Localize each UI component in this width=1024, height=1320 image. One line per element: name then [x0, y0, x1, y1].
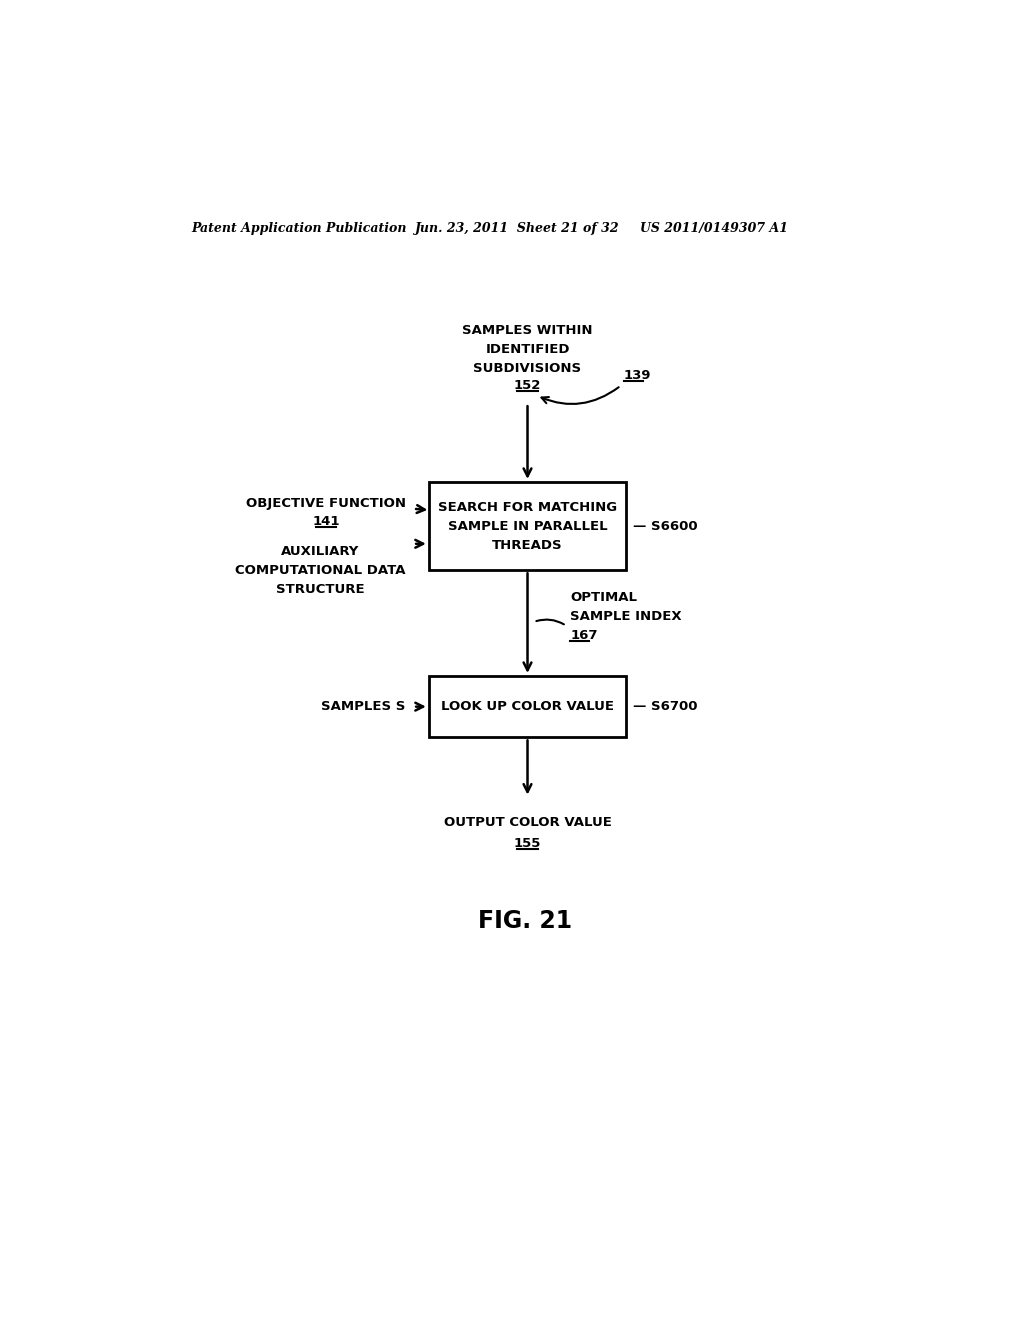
- Text: OUTPUT COLOR VALUE: OUTPUT COLOR VALUE: [443, 816, 611, 829]
- Text: US 2011/0149307 A1: US 2011/0149307 A1: [640, 222, 787, 235]
- Text: 141: 141: [312, 515, 340, 528]
- Text: SAMPLES S: SAMPLES S: [322, 700, 410, 713]
- Text: OBJECTIVE FUNCTION: OBJECTIVE FUNCTION: [247, 496, 407, 510]
- Text: AUXILIARY
COMPUTATIONAL DATA
STRUCTURE: AUXILIARY COMPUTATIONAL DATA STRUCTURE: [234, 545, 406, 595]
- Text: Jun. 23, 2011  Sheet 21 of 32: Jun. 23, 2011 Sheet 21 of 32: [415, 222, 620, 235]
- Text: FIG. 21: FIG. 21: [478, 908, 571, 933]
- Bar: [429, 482, 627, 570]
- Text: 167: 167: [570, 630, 598, 643]
- Text: SEARCH FOR MATCHING
SAMPLE IN PARALLEL
THREADS: SEARCH FOR MATCHING SAMPLE IN PARALLEL T…: [438, 500, 617, 552]
- Text: OPTIMAL
SAMPLE INDEX: OPTIMAL SAMPLE INDEX: [570, 590, 682, 623]
- Text: — S6600: — S6600: [633, 520, 697, 532]
- Text: LOOK UP COLOR VALUE: LOOK UP COLOR VALUE: [441, 700, 614, 713]
- Text: Patent Application Publication: Patent Application Publication: [191, 222, 408, 235]
- Text: 152: 152: [514, 379, 542, 392]
- Text: — S6700: — S6700: [633, 700, 697, 713]
- Bar: [429, 676, 627, 738]
- Text: 155: 155: [514, 837, 542, 850]
- Text: SAMPLES WITHIN
IDENTIFIED
SUBDIVISIONS: SAMPLES WITHIN IDENTIFIED SUBDIVISIONS: [462, 323, 593, 375]
- Text: 139: 139: [624, 370, 651, 381]
